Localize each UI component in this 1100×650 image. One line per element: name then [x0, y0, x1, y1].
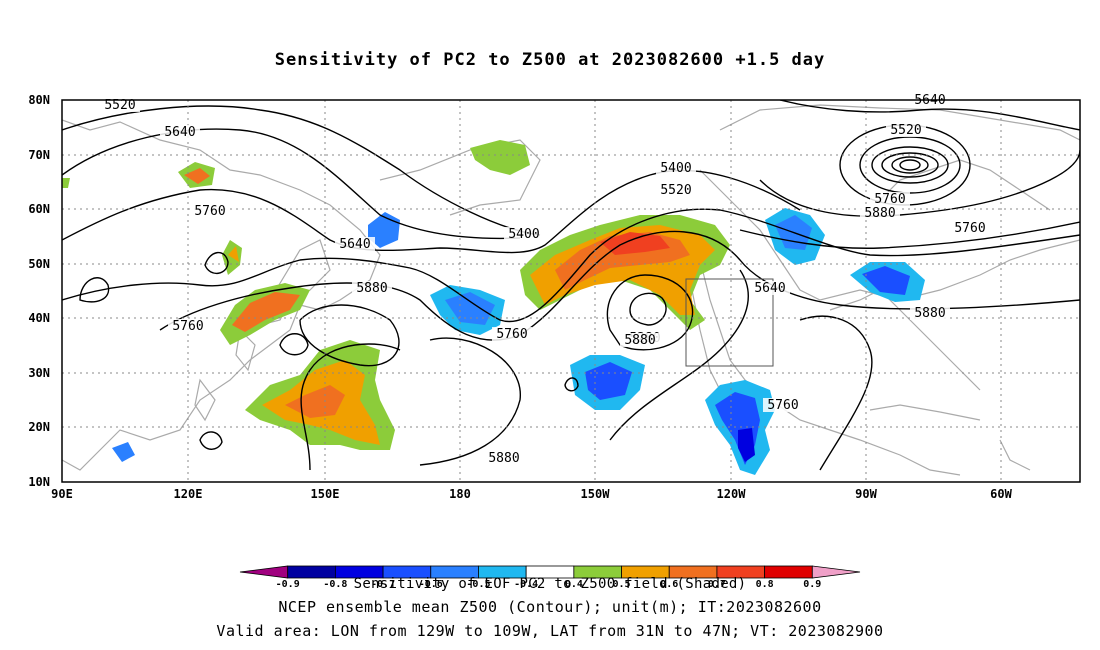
- map-title: Sensitivity of PC2 to Z500 at 2023082600…: [274, 50, 826, 70]
- lon-tick-label: 180: [449, 487, 471, 501]
- contour-label-bg: [950, 221, 990, 235]
- lat-tick-label: 60N: [28, 202, 50, 216]
- contour-label: 5520: [660, 183, 691, 198]
- caption-line-2: NCEP ensemble mean Z500 (Contour); unit(…: [278, 598, 822, 616]
- colorbar-tick-label: -0.7: [371, 579, 395, 590]
- contour-label-bg: [620, 333, 660, 347]
- lon-tick-label: 150E: [311, 487, 340, 501]
- lon-tick-label: 60W: [990, 487, 1012, 501]
- contour-label: 5640: [754, 281, 785, 296]
- valid-area-box: [685, 278, 774, 367]
- contour-label-bg: [160, 125, 200, 139]
- contour-label-bg: [870, 192, 910, 206]
- contour-label-bg: [352, 281, 392, 295]
- lon-tick-label: 120W: [717, 487, 747, 501]
- colorbar-tick-label: 0.5: [613, 579, 631, 590]
- contour-label: 5760: [194, 204, 225, 219]
- colorbar-tick-label: -0.6: [419, 579, 443, 590]
- colorbar: -0.9 -0.8 -0.7 -0.6 -0.5 -0.4 0.4 0.5 0.6 0.7 0.8 0…: [239, 565, 861, 590]
- contour-label: 5760: [874, 192, 905, 207]
- contour-label-bg: [886, 123, 926, 137]
- colorbar-tick-label: 0.4: [565, 579, 583, 590]
- lon-tick-label: 90E: [51, 487, 73, 501]
- lon-tick-label: 120E: [174, 487, 203, 501]
- lat-tick-label: 40N: [28, 311, 50, 325]
- colorbar-tick-label: -0.4: [514, 579, 538, 590]
- contour-label-bg: [750, 281, 790, 295]
- lon-tick-label: 90W: [855, 487, 877, 501]
- map-frame: [61, 99, 1081, 483]
- contour-label: 5760: [954, 221, 985, 236]
- contour-label-bg: [504, 227, 544, 241]
- contour-label-bg: [335, 237, 375, 251]
- contour-label: 5760: [767, 398, 798, 413]
- contour-label-bg: [492, 327, 532, 341]
- colorbar-tick-label: -0.9: [276, 579, 300, 590]
- lat-tick-label: 80N: [28, 93, 50, 107]
- colorbar-overlay-text: Sensitivity of EOF PC2 to Z500 field (Sh…: [353, 576, 747, 592]
- lat-tick-label: 70N: [28, 148, 50, 162]
- z500-contours: [62, 100, 1080, 471]
- contour-label-bg: [860, 206, 900, 220]
- colorbar-tick-label: 0.7: [708, 579, 726, 590]
- colorbar-tick-label: 0.9: [803, 579, 821, 590]
- contour-label: 5520: [890, 123, 921, 138]
- contour-labels: 5520564057605640576058805760540052805400…: [100, 93, 990, 466]
- colorbar-tick-label: 0.8: [756, 579, 774, 590]
- contour-label: 5880: [624, 333, 655, 348]
- colorbar-swatch: [811, 565, 861, 579]
- contour-label-bg: [656, 183, 696, 197]
- caption-line-3: Valid area: LON from 129W to 109W, LAT f…: [216, 622, 884, 640]
- contour-label: 5520: [104, 98, 135, 113]
- lon-tick-label: 150W: [581, 487, 611, 501]
- contour-label: 5400: [508, 227, 539, 242]
- contour-label-bg: [910, 306, 950, 320]
- contour-label-bg: [168, 319, 208, 333]
- colorbar-tick-label: -0.5: [466, 579, 490, 590]
- contour-label-bg: [484, 451, 524, 465]
- contour-label: 5760: [172, 319, 203, 334]
- colorbar-tick-label: -0.8: [323, 579, 347, 590]
- colorbar-tick-label: 0.6: [660, 579, 678, 590]
- contour-label-bg: [656, 161, 696, 175]
- contour-label: 5880: [914, 306, 945, 321]
- contour-label: 5640: [164, 125, 195, 140]
- contour-label: 5880: [864, 206, 895, 221]
- contour-label-bg: [190, 204, 230, 218]
- contour-label: 5640: [339, 237, 370, 252]
- lat-tick-label: 10N: [28, 475, 50, 489]
- lat-tick-label: 50N: [28, 257, 50, 271]
- sensitivity-shading: [62, 140, 925, 475]
- lat-tick-label: 20N: [28, 420, 50, 434]
- contour-label-bg: [100, 98, 140, 112]
- contour-label: 5880: [488, 451, 519, 466]
- contour-label-bg: [763, 398, 803, 412]
- grid: [62, 100, 1080, 482]
- contour-label: 5760: [496, 327, 527, 342]
- lat-tick-label: 30N: [28, 366, 50, 380]
- contour-label: 5400: [660, 161, 691, 176]
- contour-label: 5880: [356, 281, 387, 296]
